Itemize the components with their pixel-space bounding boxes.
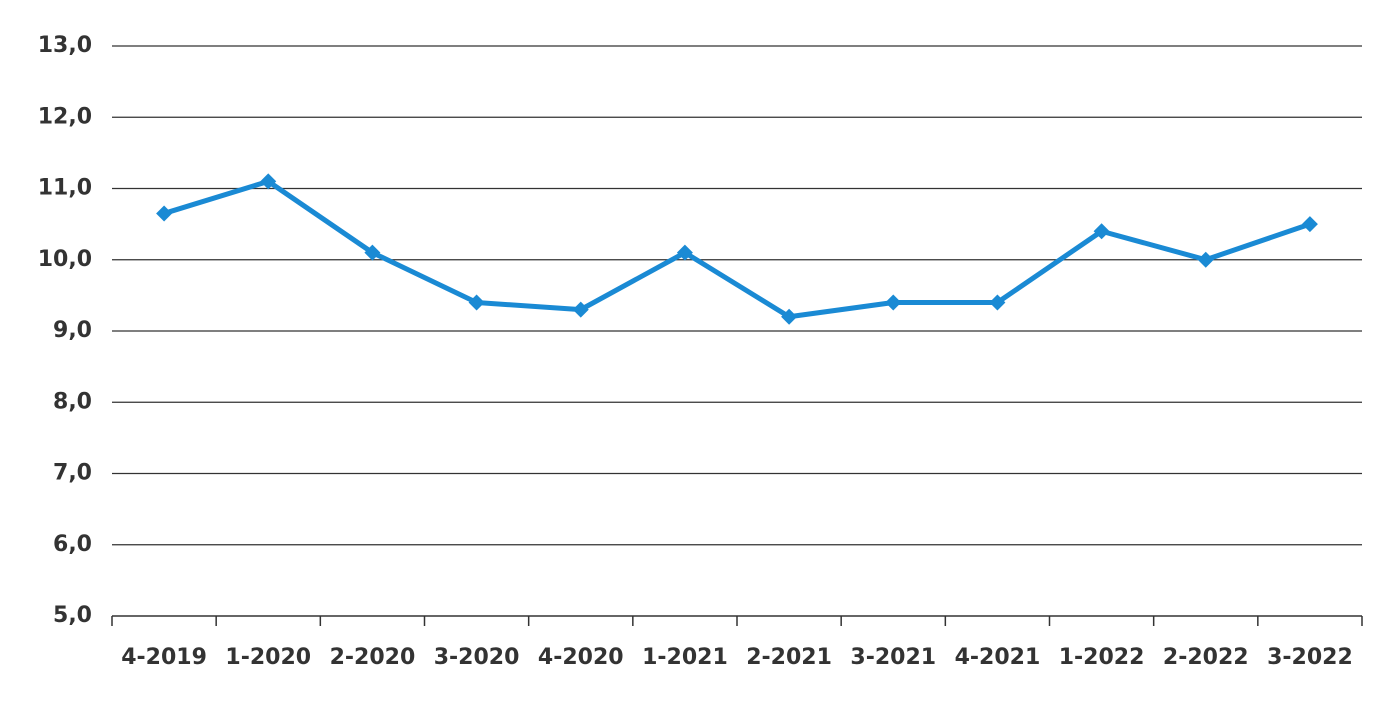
x-tick-label: 4-2021 <box>955 645 1041 670</box>
data-point <box>1197 251 1214 268</box>
y-tick-label: 7,0 <box>53 461 92 486</box>
x-tick-label: 3-2022 <box>1267 645 1353 670</box>
y-tick-label: 10,0 <box>38 247 92 272</box>
data-point <box>885 294 902 311</box>
x-tick-label: 3-2020 <box>434 645 520 670</box>
y-tick-label: 8,0 <box>53 389 92 414</box>
x-tick-label: 4-2019 <box>121 645 207 670</box>
y-tick-label: 13,0 <box>38 33 92 58</box>
x-tick-label: 1-2022 <box>1059 645 1145 670</box>
y-tick-label: 6,0 <box>53 532 92 557</box>
x-tick-label: 1-2021 <box>642 645 728 670</box>
x-tick-label: 2-2020 <box>330 645 416 670</box>
data-point <box>781 308 798 325</box>
data-point <box>1093 223 1110 240</box>
data-point <box>989 294 1006 311</box>
x-tick-label: 2-2021 <box>746 645 832 670</box>
data-point <box>156 205 173 222</box>
data-line <box>163 178 1311 320</box>
data-point <box>364 244 381 261</box>
x-tick-label: 2-2022 <box>1163 645 1249 670</box>
x-tick-label: 3-2021 <box>850 645 936 670</box>
data-point <box>468 294 485 311</box>
y-tick-label: 5,0 <box>53 603 92 628</box>
data-point <box>572 301 589 318</box>
y-tick-label: 9,0 <box>53 318 92 343</box>
x-tick-label: 1-2020 <box>225 645 311 670</box>
y-tick-label: 12,0 <box>38 104 92 129</box>
data-point <box>1301 216 1318 233</box>
data-point <box>260 173 277 190</box>
x-tick-label: 4-2020 <box>538 645 624 670</box>
y-tick-label: 11,0 <box>38 176 92 201</box>
data-point <box>676 244 693 261</box>
